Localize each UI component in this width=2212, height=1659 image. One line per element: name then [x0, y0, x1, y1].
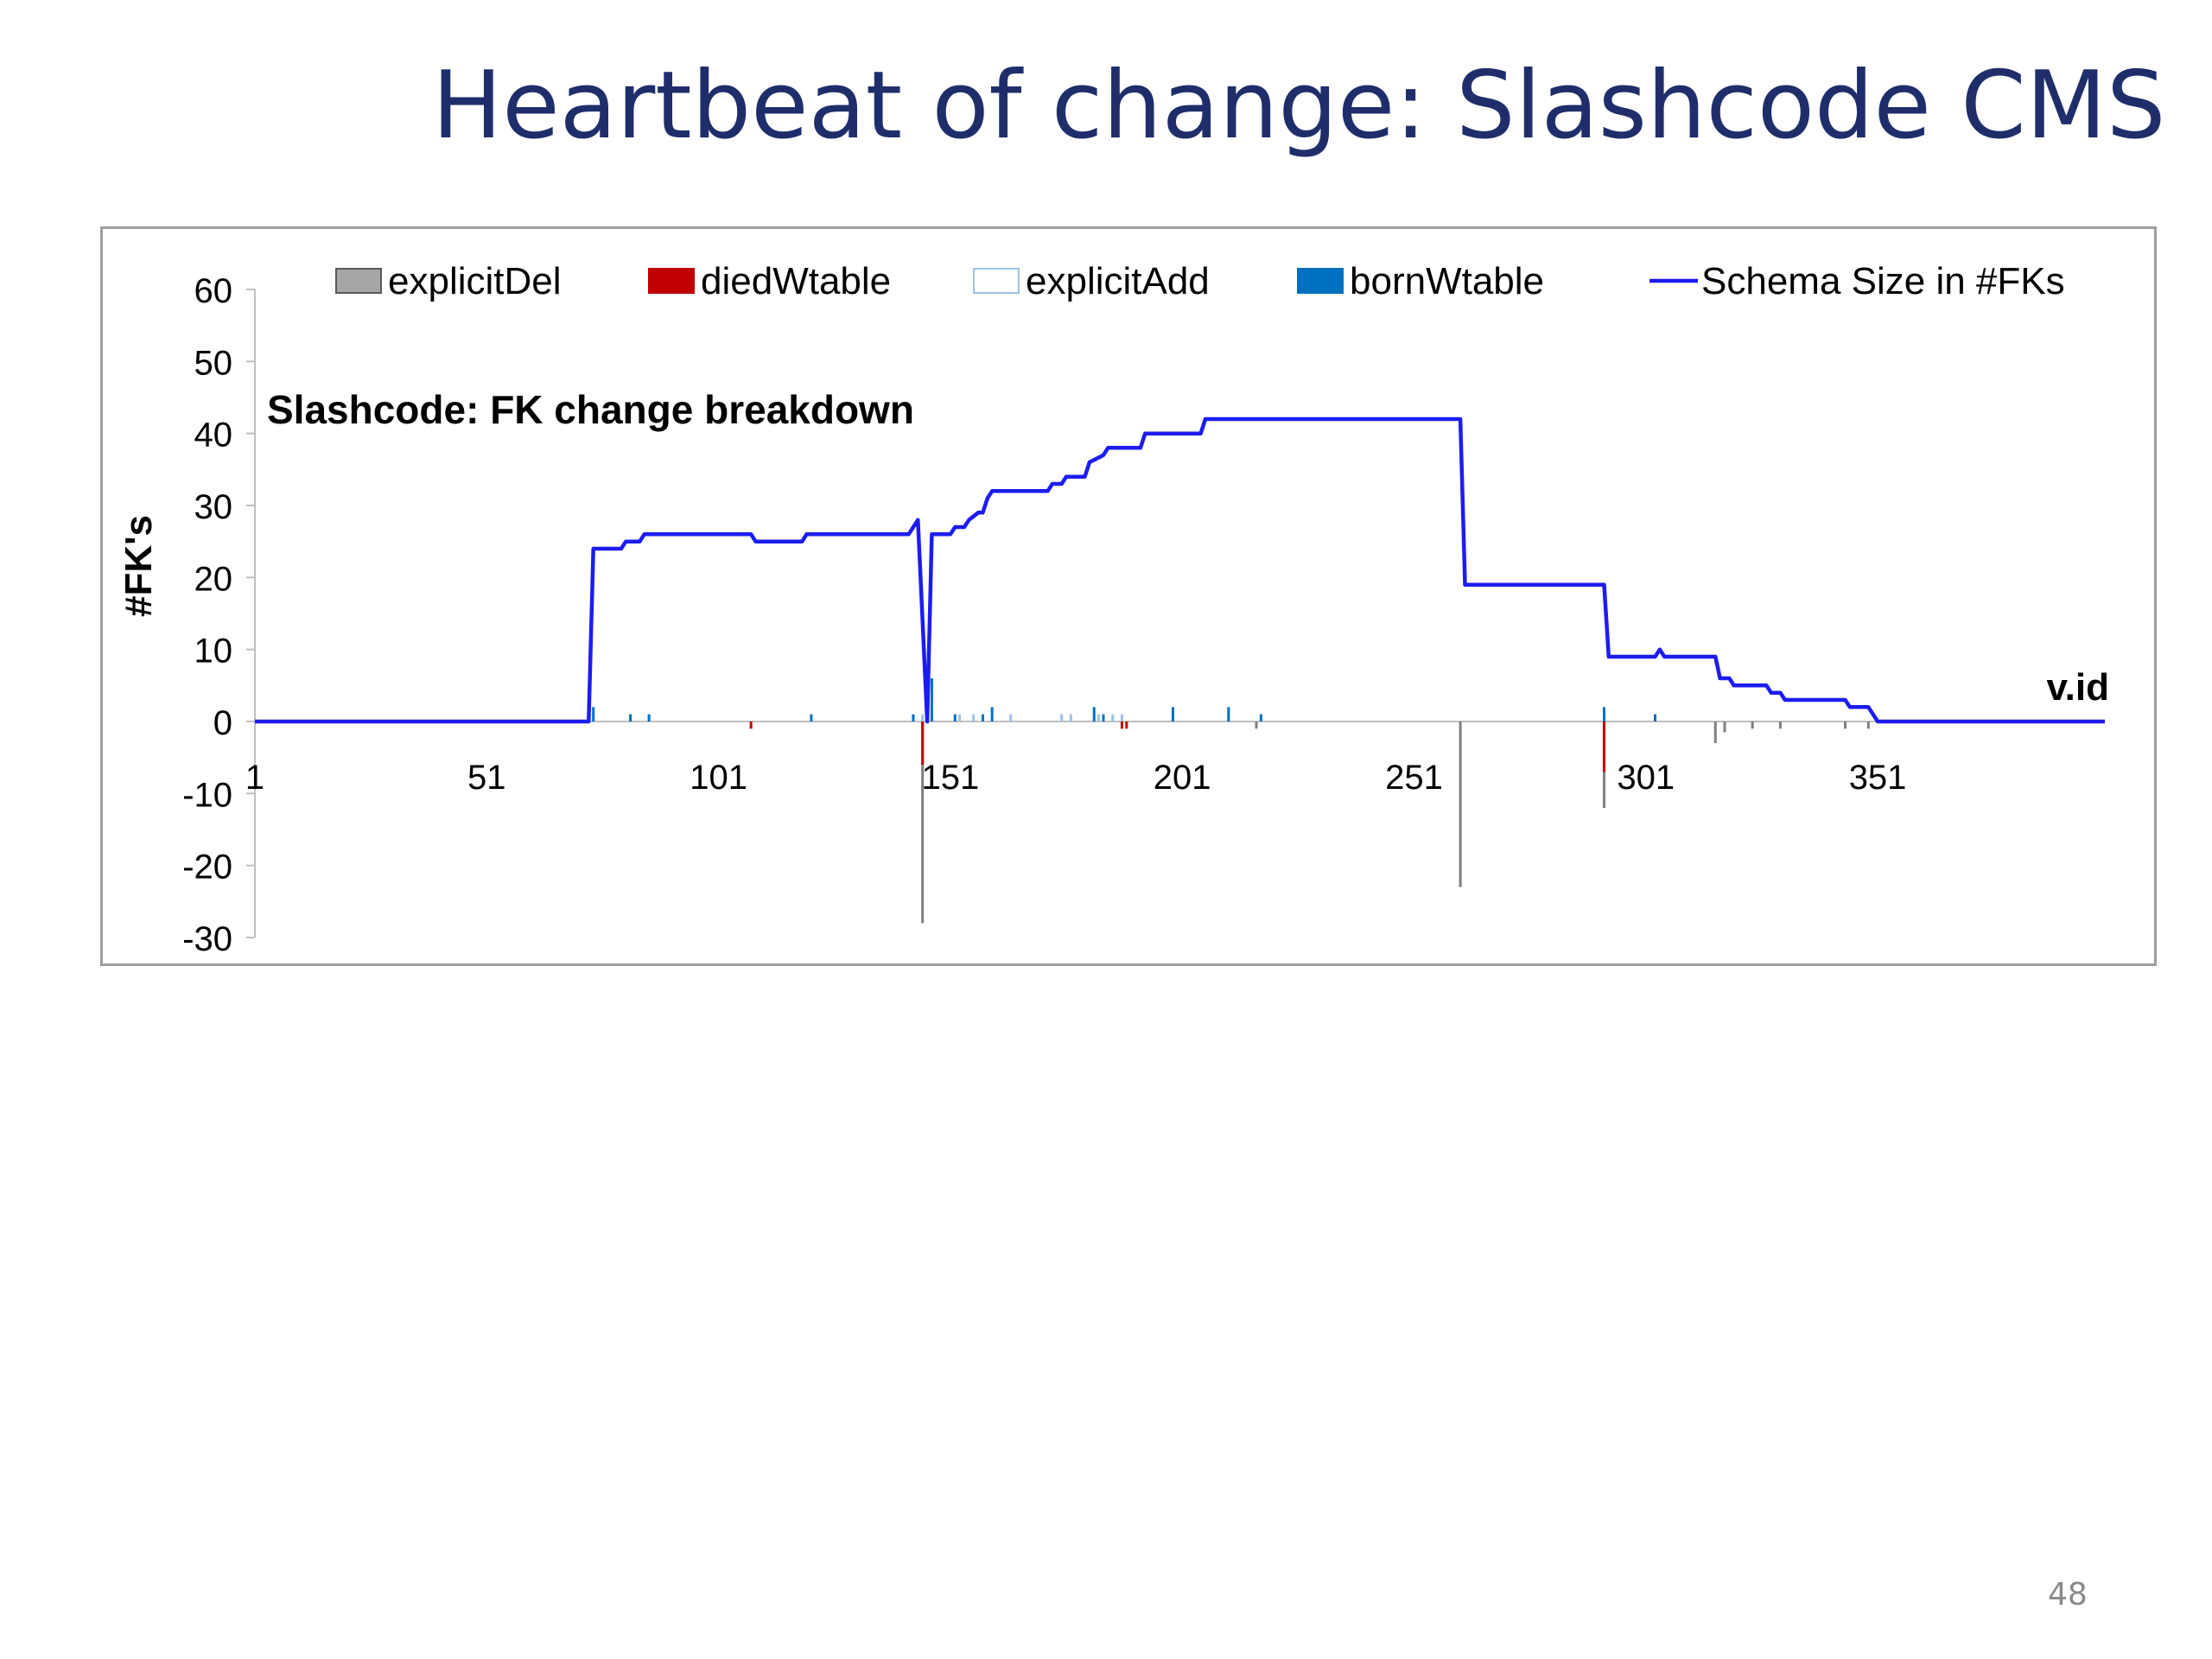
- bar-bornwtable: [953, 714, 957, 721]
- bar-bornwtable: [990, 707, 994, 721]
- bar-explicitdel: [1751, 721, 1754, 729]
- legend-item-diedwtable: diedWtable: [648, 260, 891, 302]
- bar-bornwtable: [810, 714, 813, 721]
- y-tick-label: 0: [213, 704, 232, 742]
- bar-explicitadd: [1009, 714, 1013, 721]
- legend-swatch: [335, 268, 382, 294]
- bar-explicitadd: [972, 714, 976, 721]
- bar-bornwtable: [930, 678, 933, 721]
- chart-title: Slashcode: FK change breakdown: [267, 387, 914, 432]
- bar-bornwtable: [1227, 707, 1230, 721]
- x-tick-label: 151: [922, 759, 980, 797]
- legend-label: bornWtable: [1350, 260, 1544, 302]
- bar-explicitadd: [1069, 714, 1072, 721]
- legend-swatch: [973, 268, 1020, 294]
- x-axis-label: v.id: [2046, 666, 2109, 709]
- bar-bornwtable: [592, 707, 595, 721]
- bar-bornwtable: [1171, 707, 1174, 721]
- bar-explicitdel: [1844, 721, 1847, 729]
- y-tick-label: -20: [182, 849, 232, 887]
- bar-explicitdel: [921, 721, 925, 924]
- bar-explicitadd: [921, 714, 925, 721]
- bar-explicitdel: [1723, 721, 1726, 733]
- bar-bornwtable: [1654, 714, 1657, 721]
- slide-title: Heartbeat of change: Slashcode CMS: [432, 52, 2166, 160]
- x-tick-label: 51: [467, 759, 506, 797]
- x-tick-label: 201: [1154, 759, 1211, 797]
- bar-diedwtable: [1125, 721, 1128, 729]
- line-schema-size: [255, 416, 2105, 724]
- line-layer: [255, 416, 2105, 724]
- x-tick-label: 351: [1849, 759, 1907, 797]
- legend-label: diedWtable: [701, 260, 891, 302]
- y-tick-label: 10: [194, 632, 233, 671]
- y-tick-label: -10: [182, 776, 232, 814]
- bar-explicitadd: [1060, 714, 1064, 721]
- bar-diedwtable: [1120, 721, 1123, 729]
- bar-explicitadd: [1120, 714, 1123, 721]
- bar-explicitadd: [1111, 714, 1115, 721]
- bar-explicitadd: [1097, 714, 1101, 721]
- bar-bornwtable: [647, 714, 651, 721]
- legend-item-explicitadd: explicitAdd: [973, 260, 1210, 302]
- x-tick-label: 101: [690, 759, 747, 797]
- legend-swatch: [648, 268, 695, 294]
- bar-explicitdel: [1866, 721, 1870, 729]
- bar-bornwtable: [1259, 714, 1262, 721]
- bar-explicitdel: [1255, 721, 1258, 729]
- y-axis-label: #FK's: [118, 515, 160, 617]
- legend-label: Schema Size in #FKs: [1701, 260, 2065, 302]
- legend-label: explicitAdd: [1026, 260, 1210, 302]
- legend-swatch: [1297, 268, 1344, 294]
- y-tick-label: 60: [194, 272, 233, 310]
- legend-item-explicitdel: explicitDel: [335, 260, 562, 302]
- bar-bornwtable: [912, 714, 915, 721]
- bar-diedwtable: [921, 721, 925, 765]
- bar-explicitdel: [1778, 721, 1782, 729]
- bar-bornwtable: [1102, 714, 1105, 721]
- x-tick-label: 1: [245, 759, 264, 797]
- page-number: 48: [2048, 1577, 2088, 1612]
- bar-diedwtable: [1602, 721, 1605, 772]
- bar-explicitadd: [958, 714, 962, 721]
- x-tick-label: 251: [1385, 759, 1443, 797]
- y-tick-label: 50: [194, 344, 233, 382]
- bar-explicitdel: [1713, 721, 1717, 743]
- y-tick-label: 40: [194, 416, 233, 454]
- legend-item-schema-size-in-fks: Schema Size in #FKs: [1649, 260, 2065, 302]
- bar-bornwtable: [981, 714, 984, 721]
- y-tick-label: 20: [194, 560, 233, 598]
- legend-item-bornwtable: bornWtable: [1297, 260, 1544, 302]
- x-tick-label: 301: [1617, 759, 1675, 797]
- y-tick-label: -30: [182, 920, 232, 958]
- legend-layer: explicitDel diedWtable explicitAdd bornWtab…: [335, 260, 2065, 302]
- bar-bornwtable: [1602, 707, 1605, 721]
- bar-bornwtable: [629, 714, 632, 721]
- bars-layer: [592, 678, 1870, 924]
- bar-diedwtable: [749, 721, 753, 729]
- y-tick-label: 30: [194, 488, 233, 526]
- bar-explicitdel: [1459, 721, 1462, 887]
- legend-label: explicitDel: [388, 260, 562, 302]
- chart-frame: 60 50 40 30 20 10 0 -10 -20 -30 1 51 101 151 201 251 301…: [100, 226, 2157, 966]
- bar-bornwtable: [1092, 707, 1096, 721]
